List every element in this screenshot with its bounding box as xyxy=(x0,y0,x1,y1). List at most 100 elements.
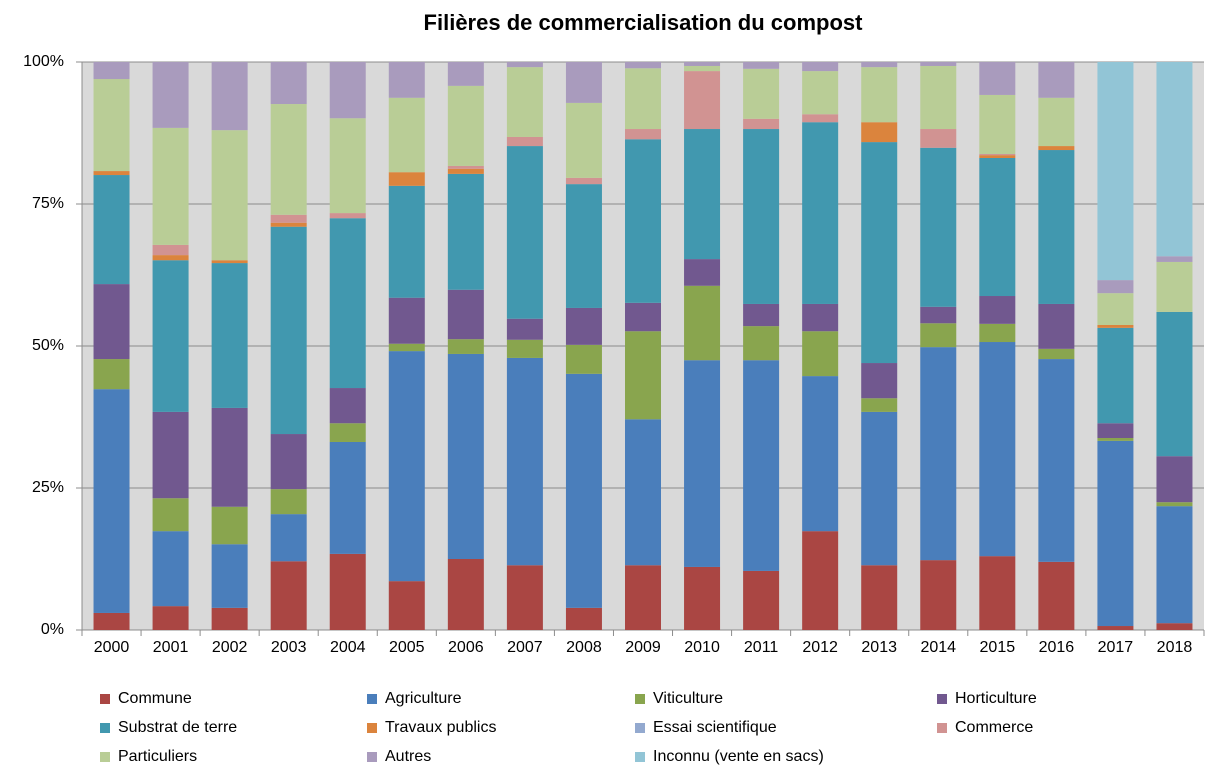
legend-swatch xyxy=(937,723,947,733)
bar-segment xyxy=(565,607,602,630)
bar-segment xyxy=(211,130,248,261)
bar-segment xyxy=(743,68,780,119)
bar-segment xyxy=(625,565,661,630)
bar-segment xyxy=(152,62,189,128)
bar-segment xyxy=(388,97,425,173)
bar-segment xyxy=(388,351,425,582)
x-tick-label: 2016 xyxy=(1039,639,1075,656)
legend-swatch xyxy=(635,723,645,733)
bar-segment xyxy=(329,553,366,630)
legend-label: Particuliers xyxy=(118,748,197,765)
legend-label: Autres xyxy=(385,748,431,765)
bar-segment xyxy=(270,222,307,227)
bar-segment xyxy=(684,62,721,66)
y-tick-label: 50% xyxy=(32,337,64,354)
bar-segment xyxy=(93,389,130,613)
bar-segment xyxy=(861,62,898,68)
bar-segment xyxy=(447,168,484,174)
x-tick-label: 2007 xyxy=(507,639,543,656)
bar-segment xyxy=(1156,62,1193,257)
bar-segment xyxy=(861,398,898,412)
legend-label: Horticulture xyxy=(955,690,1037,707)
x-tick-label: 2005 xyxy=(389,639,425,656)
bar-segment xyxy=(1156,502,1193,507)
y-tick-label: 25% xyxy=(32,479,64,496)
bar-segment xyxy=(861,122,898,143)
bar-segment xyxy=(565,102,602,178)
bar-segment xyxy=(211,263,248,408)
bar-segment xyxy=(329,423,366,442)
bar-segment xyxy=(211,62,248,131)
bar-segment xyxy=(743,118,780,130)
bar-segment xyxy=(152,255,189,261)
legend-swatch xyxy=(100,723,110,733)
bar-segment xyxy=(743,303,780,327)
bar-segment xyxy=(802,331,839,377)
bar-segment xyxy=(979,296,1016,324)
bar-segment xyxy=(211,506,248,545)
bar-segment xyxy=(447,62,484,86)
legend-label: Viticulture xyxy=(653,690,723,707)
bar-segment xyxy=(920,65,957,130)
bar-segment xyxy=(1097,62,1134,281)
bar-segment xyxy=(979,556,1016,630)
bar-segment xyxy=(684,360,721,567)
bar-segment xyxy=(625,62,661,69)
bar-segment xyxy=(1156,506,1193,624)
bar-segment xyxy=(388,62,425,98)
bar-segment xyxy=(861,142,898,364)
bar-segment xyxy=(1097,327,1134,424)
x-tick-label: 2010 xyxy=(684,639,720,656)
bar-segment xyxy=(1038,150,1075,304)
bar-segment xyxy=(920,129,957,148)
bar-segment xyxy=(447,353,484,559)
bar-segment xyxy=(802,71,839,115)
bar-segment xyxy=(1038,62,1075,98)
legend-label: Essai scientifique xyxy=(653,719,777,736)
bar-segment xyxy=(1038,348,1075,360)
x-tick-label: 2015 xyxy=(980,639,1016,656)
bar-segment xyxy=(506,67,543,137)
bar-segment xyxy=(802,531,839,630)
bar-segment xyxy=(920,306,957,324)
bar-segment xyxy=(152,531,189,607)
bar-segment xyxy=(1156,261,1193,312)
bar-segment xyxy=(152,606,189,630)
bar-segment xyxy=(388,581,425,630)
bar-segment xyxy=(1038,303,1075,349)
bar-segment xyxy=(1038,561,1075,630)
legend-swatch xyxy=(937,694,947,704)
bar-segment xyxy=(270,561,307,630)
bar-segment xyxy=(625,331,661,420)
bar-segment xyxy=(743,360,780,571)
bar-segment xyxy=(1097,438,1134,441)
bar-segment xyxy=(506,565,543,630)
bar-segment xyxy=(861,411,898,566)
bar-segment xyxy=(743,326,780,361)
bar-segment xyxy=(802,376,839,532)
bar-segment xyxy=(506,136,543,147)
legend-swatch xyxy=(635,752,645,762)
bar-segment xyxy=(802,62,839,72)
bar-segment xyxy=(743,570,780,630)
bar-segment xyxy=(329,62,366,119)
legend-swatch xyxy=(367,723,377,733)
x-tick-label: 2009 xyxy=(625,639,661,656)
x-tick-label: 2013 xyxy=(861,639,897,656)
bar-segment xyxy=(152,498,189,532)
bar-segment xyxy=(447,339,484,354)
bar-segment xyxy=(329,213,366,219)
bar-segment xyxy=(802,122,839,304)
bar-segment xyxy=(93,62,130,80)
legend-swatch xyxy=(367,752,377,762)
bar-segment xyxy=(447,289,484,340)
legend-swatch xyxy=(367,694,377,704)
bar-segment xyxy=(684,566,721,630)
x-tick-label: 2004 xyxy=(330,639,366,656)
bar-segment xyxy=(565,373,602,608)
bar-segment xyxy=(329,388,366,424)
x-tick-label: 2014 xyxy=(920,639,956,656)
bar-segment xyxy=(920,560,957,630)
bar-segment xyxy=(625,302,661,332)
bar-segment xyxy=(802,114,839,123)
